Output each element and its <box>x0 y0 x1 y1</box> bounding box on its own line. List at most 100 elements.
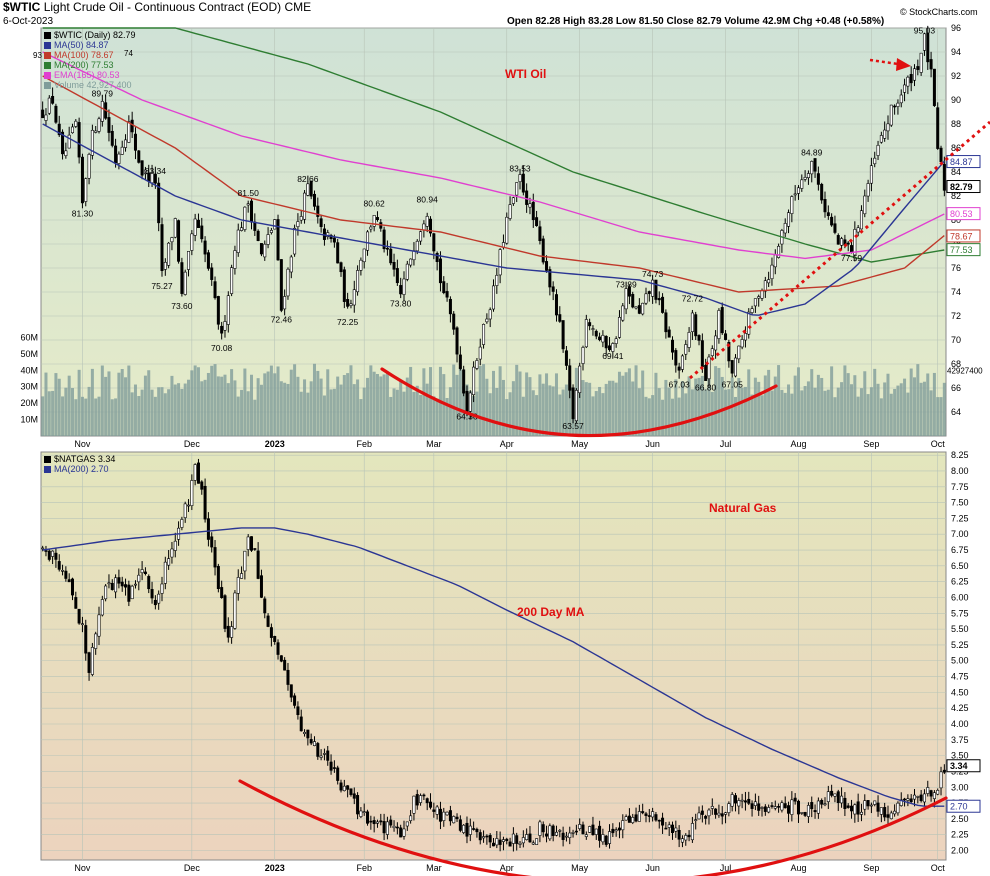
gas-x-tick-label: Feb <box>356 863 372 873</box>
candle-body <box>243 550 247 572</box>
volume-bar <box>535 395 539 436</box>
candle-body <box>733 357 737 377</box>
gas-x-tick-label: 2023 <box>265 863 285 873</box>
oil-x-tick-label: Nov <box>74 439 91 449</box>
volume-bar <box>372 371 376 436</box>
candle-body <box>873 157 877 165</box>
price-label: 81.30 <box>72 208 94 218</box>
volume-bar <box>591 396 595 436</box>
right-value-label: 82.79 <box>950 182 973 192</box>
candle-body <box>624 816 628 821</box>
volume-bar <box>651 395 655 436</box>
candle-body <box>286 669 290 685</box>
volume-bar <box>140 389 144 436</box>
candle-body <box>932 792 936 799</box>
candle-body <box>806 805 810 817</box>
candle-body <box>256 550 260 579</box>
candle-body <box>259 243 263 255</box>
candle-body <box>163 561 167 584</box>
candle-body <box>803 812 807 816</box>
candle-body <box>548 825 552 840</box>
candle-body <box>724 812 728 815</box>
candle-body <box>644 813 648 816</box>
right-value-label: 2.70 <box>950 802 968 812</box>
candle-body <box>899 799 903 806</box>
candle-body <box>475 828 479 833</box>
candle-body <box>183 271 187 295</box>
candle-body <box>177 220 181 262</box>
volume-bar <box>425 383 429 436</box>
candle-body <box>767 807 771 813</box>
volume-bar <box>236 396 240 436</box>
candle-body <box>859 811 863 815</box>
volume-bar <box>412 391 416 436</box>
volume-bar <box>909 368 913 436</box>
chart-header-title: $WTIC Light Crude Oil - Continuous Contr… <box>3 1 311 13</box>
volume-bar <box>617 371 621 436</box>
candle-body <box>312 193 316 207</box>
candle-body <box>256 230 260 242</box>
oil-x-tick-label: Sep <box>863 439 879 449</box>
volume-bar <box>475 391 479 436</box>
oil-x-tick-label: Jun <box>645 439 660 449</box>
volume-bar <box>259 384 263 436</box>
candle-body <box>850 805 854 812</box>
candle-body <box>415 240 419 252</box>
volume-bar <box>641 370 645 436</box>
volume-bar <box>505 399 509 436</box>
volume-bar <box>714 366 718 436</box>
candle-body <box>117 577 121 584</box>
volume-bar <box>508 392 512 436</box>
volume-bar <box>415 385 419 436</box>
candle-body <box>926 32 930 63</box>
gas-y-tick-label: 7.75 <box>951 482 969 492</box>
candle-body <box>170 548 174 558</box>
candle-body <box>611 343 615 352</box>
volume-bar <box>637 388 641 436</box>
gas-y-tick-label: 7.25 <box>951 513 969 523</box>
volume-bar <box>853 375 857 436</box>
volume-bar <box>856 396 860 436</box>
candle-body <box>399 827 403 838</box>
candle-body <box>929 59 933 70</box>
candle-body <box>230 626 234 638</box>
candle-body <box>551 825 555 836</box>
candle-body <box>422 794 426 797</box>
candle-body <box>876 144 880 156</box>
candle-body <box>107 117 111 133</box>
candle-body <box>362 811 366 814</box>
candle-body <box>505 216 509 244</box>
gas-ma-label: 200 Day MA <box>517 605 585 619</box>
candle-body <box>886 123 890 132</box>
volume-bar <box>684 393 688 436</box>
volume-bar <box>916 364 920 436</box>
candle-body <box>770 805 774 807</box>
volume-bar <box>578 370 582 436</box>
candle-body <box>545 261 549 271</box>
volume-bar <box>200 381 204 436</box>
candle-body <box>518 842 522 845</box>
volume-bar <box>296 376 300 436</box>
candle-body <box>276 642 280 655</box>
volume-bar <box>203 379 207 436</box>
volume-bar <box>859 388 863 436</box>
candle-body <box>574 390 578 422</box>
gas-x-tick-label: Dec <box>184 863 201 873</box>
candle-body <box>564 835 568 838</box>
volume-bar <box>478 365 482 436</box>
volume-bar <box>608 380 612 436</box>
candle-body <box>87 652 91 673</box>
volume-bar <box>51 390 55 436</box>
volume-bar <box>584 382 588 436</box>
candle-body <box>883 129 887 139</box>
candle-body <box>936 790 940 795</box>
volume-bar <box>269 365 273 436</box>
candle-body <box>899 94 903 104</box>
candle-body <box>747 311 751 335</box>
candle-body <box>173 218 177 238</box>
volume-bar <box>448 387 452 436</box>
volume-bar <box>783 392 787 436</box>
volume-bar <box>939 397 943 436</box>
candle-body <box>183 503 187 518</box>
volume-bar <box>356 379 360 436</box>
